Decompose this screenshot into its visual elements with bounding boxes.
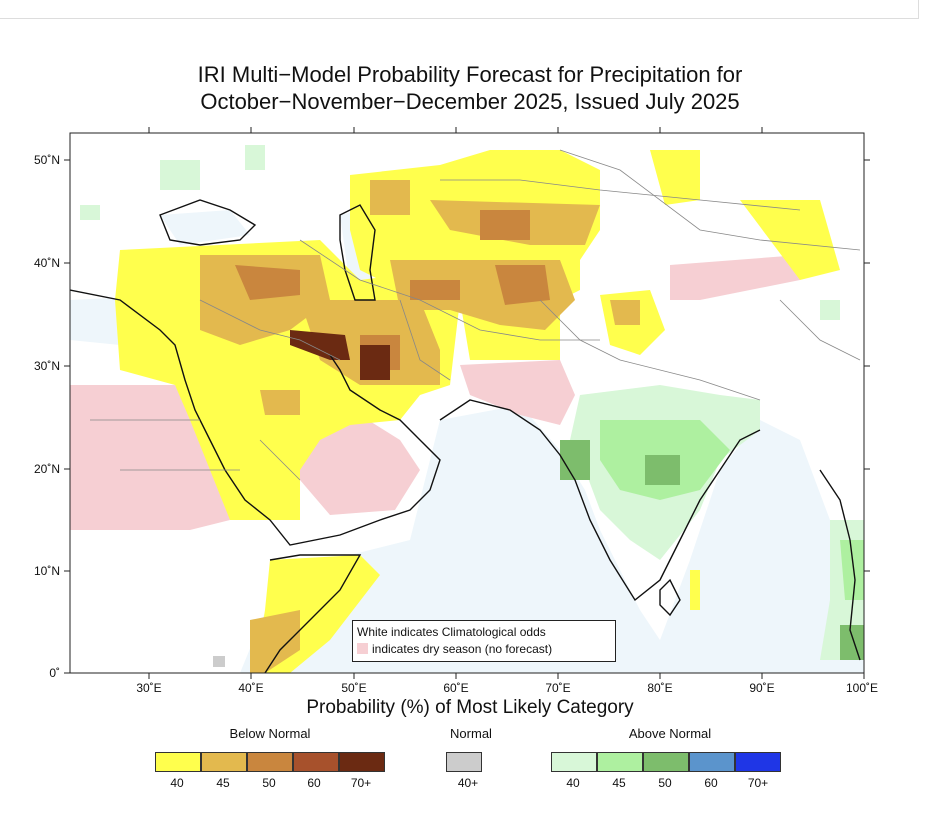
indian-ocean bbox=[240, 405, 864, 673]
y-tick-marks bbox=[64, 159, 870, 674]
coastlines bbox=[70, 199, 861, 673]
x-tick-100e: 100˚E bbox=[846, 681, 878, 695]
legend-below-swatch-1 bbox=[201, 752, 247, 772]
legend-below-tick-40: 40 bbox=[170, 776, 184, 790]
legend-above-swatch-3 bbox=[689, 752, 735, 772]
legend-normal-tick-40: 40+ bbox=[457, 776, 479, 790]
y-tick-10n: 10˚N bbox=[34, 564, 60, 578]
dry-season-swatch bbox=[357, 643, 368, 654]
above-normal-50-areas bbox=[560, 440, 864, 660]
x-tick-70e: 70˚E bbox=[545, 681, 570, 695]
x-tick-marks bbox=[148, 127, 865, 679]
legend-below-swatch-4 bbox=[339, 752, 385, 772]
legend-normal-swatch-0 bbox=[446, 752, 482, 772]
legend-above-normal-label: Above Normal bbox=[628, 726, 712, 741]
browser-top-bar bbox=[0, 0, 919, 19]
x-tick-80e: 80˚E bbox=[647, 681, 672, 695]
note-climatological: White indicates Climatological odds bbox=[357, 625, 546, 639]
y-tick-0: 0˚ bbox=[49, 666, 60, 680]
x-tick-30e: 30˚E bbox=[136, 681, 161, 695]
legend-above-tick-40: 40 bbox=[566, 776, 580, 790]
legend-above-swatch-2 bbox=[643, 752, 689, 772]
legend-above-tick-70: 70+ bbox=[747, 776, 769, 790]
note-dry-season-row: indicates dry season (no forecast) bbox=[357, 641, 611, 658]
legend-above-swatch-4 bbox=[735, 752, 781, 772]
legend-above-swatch-1 bbox=[597, 752, 643, 772]
x-tick-50e: 50˚E bbox=[341, 681, 366, 695]
legend-above-swatch-0 bbox=[551, 752, 597, 772]
x-tick-90e: 90˚E bbox=[749, 681, 774, 695]
legend-below-swatch-2 bbox=[247, 752, 293, 772]
legend-below-tick-50: 50 bbox=[262, 776, 276, 790]
black-sea bbox=[160, 210, 250, 245]
legend-above-tick-50: 50 bbox=[658, 776, 672, 790]
dry-season-areas bbox=[70, 255, 800, 530]
y-tick-30n: 30˚N bbox=[34, 359, 60, 373]
below-normal-70-areas bbox=[290, 330, 390, 380]
x-tick-labels: 30˚E 40˚E 50˚E 60˚E 70˚E 80˚E 90˚E 100˚E bbox=[136, 681, 878, 695]
y-tick-20n: 20˚N bbox=[34, 462, 60, 476]
below-normal-50-areas bbox=[235, 210, 550, 370]
legend-below-tick-70: 70+ bbox=[350, 776, 372, 790]
legend-above-tick-45: 45 bbox=[612, 776, 626, 790]
legend-below-swatch-3 bbox=[293, 752, 339, 772]
y-tick-labels: 50˚N 40˚N 30˚N 20˚N 10˚N 0˚ bbox=[34, 153, 60, 680]
legend-above-tick-60: 60 bbox=[704, 776, 718, 790]
map-note-box: White indicates Climatological odds indi… bbox=[352, 620, 616, 662]
x-axis-title: Probability (%) of Most Likely Category bbox=[306, 697, 634, 718]
normal-40-cell bbox=[213, 656, 225, 667]
legend-below-tick-60: 60 bbox=[307, 776, 321, 790]
country-borders bbox=[90, 149, 861, 481]
map-title-line1: IRI Multi−Model Probability Forecast for… bbox=[197, 62, 743, 87]
map-title-line2: October−November−December 2025, Issued J… bbox=[200, 89, 740, 114]
y-tick-50n: 50˚N bbox=[34, 153, 60, 167]
legend-below-normal-label: Below Normal bbox=[229, 726, 311, 741]
legend-normal-label: Normal bbox=[450, 726, 492, 741]
legend-below-tick-45: 45 bbox=[216, 776, 230, 790]
legend-below-swatch-0 bbox=[155, 752, 201, 772]
y-tick-40n: 40˚N bbox=[34, 256, 60, 270]
note-dry-season: indicates dry season (no forecast) bbox=[372, 642, 553, 656]
x-tick-60e: 60˚E bbox=[443, 681, 468, 695]
map-frame bbox=[69, 132, 865, 674]
x-tick-40e: 40˚E bbox=[238, 681, 263, 695]
